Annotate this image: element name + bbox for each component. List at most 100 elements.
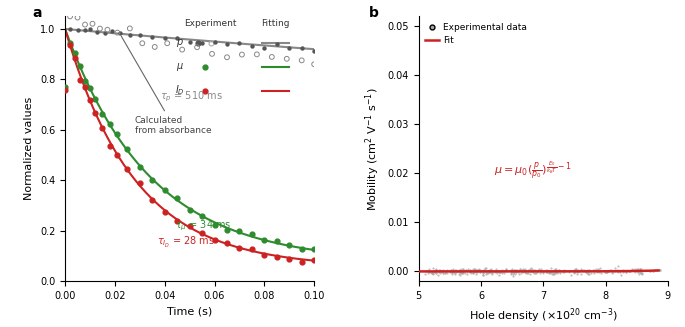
Point (520, 269, 531, 274)
Point (422, 268, 433, 274)
Point (582, 267, 593, 272)
Point (184, 207, 195, 212)
Point (506, 270, 516, 276)
Point (614, 269, 625, 274)
Text: Calculated
from $Q_G$: Calculated from $Q_G$ (0, 326, 1, 327)
Point (468, 269, 479, 274)
Point (506, 271, 516, 276)
Point (436, 268, 447, 273)
Point (601, 268, 612, 273)
Point (427, 269, 438, 275)
Point (430, 268, 441, 273)
Point (514, 269, 525, 274)
Point (636, 270, 647, 275)
Point (569, 268, 580, 273)
Point (580, 268, 591, 274)
Point (550, 267, 561, 272)
Point (584, 271, 595, 276)
Point (451, 269, 462, 274)
Point (602, 269, 613, 275)
Point (99, 30, 110, 35)
Point (473, 268, 484, 273)
Point (95, 26, 105, 31)
Point (536, 267, 547, 272)
Point (72, 28, 83, 33)
Point (197, 41, 208, 46)
Point (636, 270, 647, 276)
Text: $\mu = \mu_0(\frac{p}{p_0})^{\frac{E_0}{k_BT}-1}$: $\mu = \mu_0(\frac{p}{p_0})^{\frac{E_0}{… (493, 159, 571, 181)
X-axis label: Time (s): Time (s) (167, 306, 212, 317)
Point (635, 269, 646, 275)
Point (458, 270, 469, 276)
Point (494, 270, 505, 275)
Point (64, 14, 75, 19)
Point (584, 267, 595, 272)
Point (431, 266, 442, 271)
Point (453, 268, 464, 273)
Point (470, 267, 481, 272)
Point (623, 268, 634, 274)
Point (540, 267, 551, 272)
Point (442, 268, 453, 273)
Point (519, 269, 530, 274)
Point (197, 231, 208, 236)
Point (470, 269, 481, 274)
Point (653, 268, 664, 273)
Point (577, 268, 588, 273)
Point (451, 268, 462, 273)
Y-axis label: Mobility (cm$^2$ V$^{-1}$ s$^{-1}$): Mobility (cm$^2$ V$^{-1}$ s$^{-1}$) (364, 87, 382, 211)
Point (114, 30, 125, 35)
Point (512, 269, 523, 274)
Point (610, 268, 621, 273)
Point (493, 268, 504, 274)
Point (427, 270, 438, 275)
Point (490, 269, 501, 275)
Point (464, 269, 475, 275)
Point (510, 271, 521, 277)
Point (296, 247, 307, 252)
Point (472, 267, 483, 273)
Point (435, 268, 446, 273)
Point (601, 269, 612, 274)
Point (554, 270, 565, 276)
Point (471, 270, 482, 275)
Point (271, 238, 282, 244)
Point (529, 267, 540, 273)
Point (475, 269, 486, 274)
Point (90, 96, 101, 102)
Point (479, 268, 490, 273)
Point (79, 84, 90, 89)
Point (509, 269, 520, 274)
Point (528, 270, 539, 275)
Point (630, 267, 641, 272)
Point (271, 254, 282, 259)
Point (545, 270, 556, 275)
Point (482, 269, 493, 274)
Point (209, 238, 220, 243)
Point (511, 267, 522, 272)
Point (500, 269, 511, 274)
Point (478, 267, 489, 272)
Point (434, 268, 445, 274)
Point (64, 43, 75, 48)
Point (493, 268, 503, 273)
Point (542, 268, 553, 273)
Point (469, 267, 479, 272)
Point (594, 268, 605, 273)
Point (555, 268, 566, 274)
Point (490, 269, 501, 274)
Point (549, 269, 560, 274)
Point (271, 42, 282, 47)
Point (475, 270, 486, 275)
Point (590, 266, 601, 271)
Point (137, 41, 148, 46)
Point (493, 272, 504, 277)
Point (427, 266, 438, 271)
Point (192, 44, 203, 50)
Point (612, 268, 623, 273)
Point (541, 270, 552, 275)
Point (581, 270, 592, 275)
Point (506, 269, 516, 275)
Point (606, 270, 617, 276)
Point (64, 41, 75, 46)
